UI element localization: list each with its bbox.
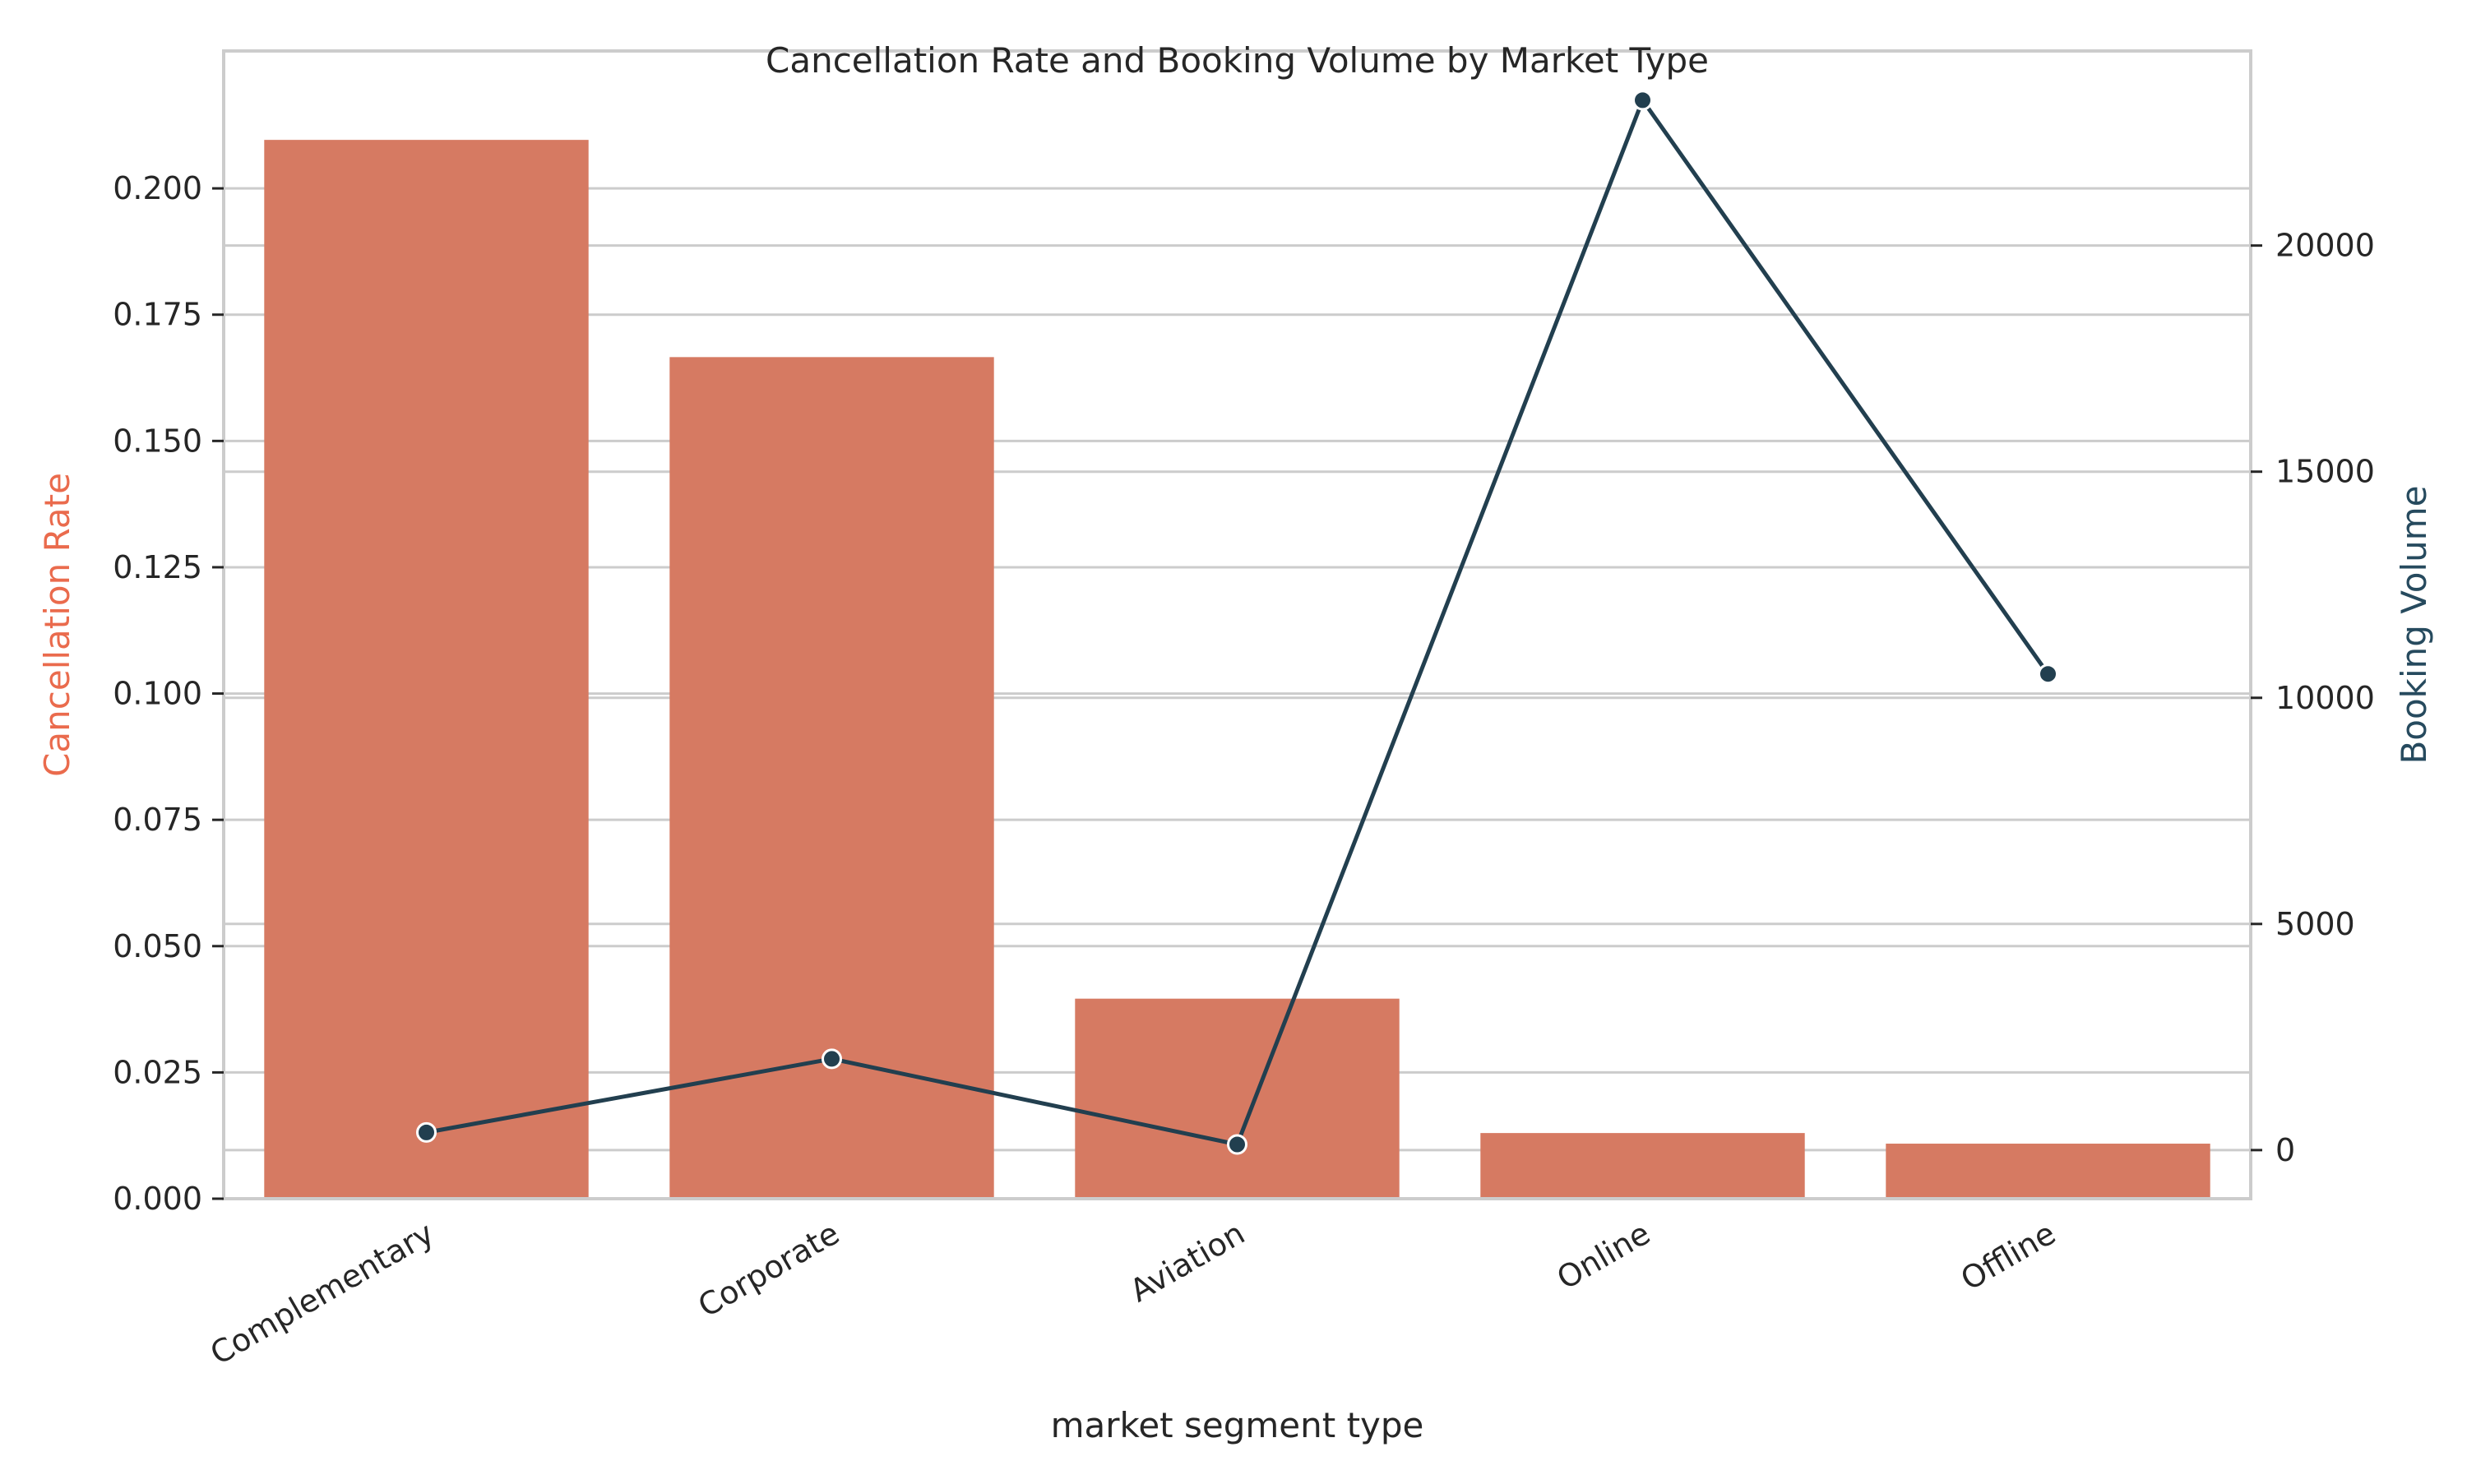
bar-corporate xyxy=(669,357,994,1199)
x-tick-label: Complementary xyxy=(204,1215,440,1372)
left-tick-label: 0.125 xyxy=(113,549,202,585)
line-series xyxy=(416,90,2058,1155)
left-tick-label: 0.075 xyxy=(113,802,202,838)
right-tick-label: 15000 xyxy=(2275,454,2375,490)
left-tick-label: 0.000 xyxy=(113,1181,202,1217)
left-tick-label: 0.175 xyxy=(113,297,202,333)
bar-aviation xyxy=(1075,998,1400,1199)
right-tick-label: 10000 xyxy=(2275,680,2375,716)
plot-frame xyxy=(222,49,2252,1200)
right-axis-ticks: 0 5000 10000 15000 20000 xyxy=(2251,228,2375,1168)
left-tick-label: 0.150 xyxy=(113,423,202,459)
right-tick-label: 20000 xyxy=(2275,228,2375,264)
bar-complementary xyxy=(264,140,589,1199)
point-offline xyxy=(2038,663,2058,685)
x-tick-label: Offline xyxy=(1955,1215,2062,1297)
right-tick-label: 0 xyxy=(2275,1132,2295,1168)
point-corporate xyxy=(822,1048,842,1070)
point-complementary xyxy=(416,1121,437,1143)
left-tick-label: 0.025 xyxy=(113,1054,202,1090)
left-y-axis-label: Cancellation Rate xyxy=(37,473,77,777)
x-axis-ticks: Complementary Corporate Aviation Online Offl… xyxy=(204,1215,2062,1372)
x-tick-label: Aviation xyxy=(1124,1215,1251,1310)
point-online xyxy=(1632,90,1653,111)
point-aviation xyxy=(1227,1134,1247,1155)
x-tick-label: Online xyxy=(1551,1215,1656,1297)
left-axis-ticks: 0.000 0.025 0.050 0.075 0.100 0.125 0.150 0.175… xyxy=(113,170,224,1217)
right-y-axis-label: Booking Volume xyxy=(2394,485,2434,764)
left-tick-label: 0.100 xyxy=(113,676,202,712)
chart-title: Cancellation Rate and Booking Volume by … xyxy=(766,40,1709,81)
right-tick-label: 5000 xyxy=(2275,906,2355,942)
left-tick-label: 0.200 xyxy=(113,170,202,206)
x-tick-label: Corporate xyxy=(692,1215,845,1325)
x-axis-label: market segment type xyxy=(1051,1405,1424,1445)
bar-offline xyxy=(1886,1144,2210,1199)
bar-series xyxy=(264,140,2210,1199)
left-tick-label: 0.050 xyxy=(113,928,202,964)
bar-online xyxy=(1480,1133,1805,1199)
